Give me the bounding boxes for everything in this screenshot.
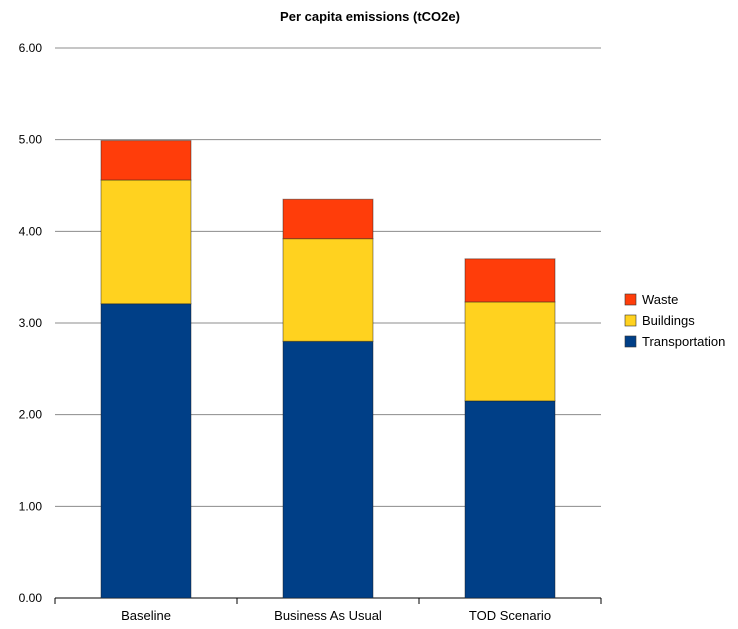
bar-segment-buildings bbox=[464, 301, 556, 402]
bar-segment-transportation bbox=[464, 400, 556, 599]
y-tick-label: 2.00 bbox=[19, 408, 43, 422]
legend-label: Waste bbox=[642, 292, 678, 307]
legend-swatch bbox=[624, 335, 637, 348]
legend-label: Transportation bbox=[642, 334, 725, 349]
y-tick-label: 1.00 bbox=[19, 499, 43, 513]
bar-segment-waste bbox=[282, 198, 374, 240]
x-tick-label: Baseline bbox=[121, 608, 171, 623]
bar-segment-transportation bbox=[282, 340, 374, 599]
y-tick-label: 3.00 bbox=[19, 316, 43, 330]
y-tick-label: 0.00 bbox=[19, 591, 43, 605]
chart-title: Per capita emissions (tCO2e) bbox=[280, 9, 460, 24]
x-tick-label: Business As Usual bbox=[274, 608, 382, 623]
x-tick-label: TOD Scenario bbox=[469, 608, 551, 623]
y-tick-label: 6.00 bbox=[19, 41, 43, 55]
bar-segment-transportation bbox=[100, 303, 192, 599]
bar-segment-waste bbox=[100, 140, 192, 181]
legend-label: Buildings bbox=[642, 313, 695, 328]
legend: Waste Buildings Transportation bbox=[624, 292, 725, 349]
legend-swatch bbox=[624, 314, 637, 327]
bar-segment-buildings bbox=[100, 179, 192, 305]
y-tick-label: 5.00 bbox=[19, 133, 43, 147]
bar-segment-buildings bbox=[282, 238, 374, 342]
bars bbox=[100, 140, 556, 599]
bar-segment-waste bbox=[464, 258, 556, 303]
y-tick-label: 4.00 bbox=[19, 224, 43, 238]
legend-swatch bbox=[624, 293, 637, 306]
axes: 0.00 1.00 2.00 3.00 4.00 5.00 6.00 Baseline Busi… bbox=[19, 41, 602, 623]
